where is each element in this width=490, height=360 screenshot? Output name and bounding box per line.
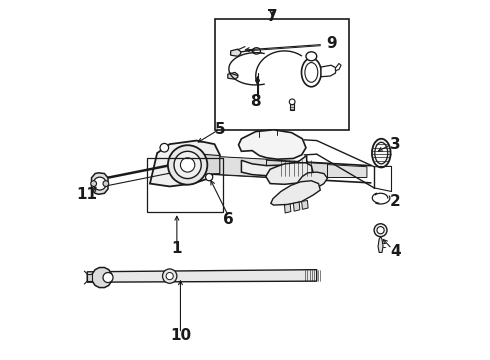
Circle shape	[103, 181, 109, 186]
Polygon shape	[285, 204, 291, 213]
Circle shape	[174, 151, 201, 179]
Polygon shape	[290, 102, 294, 110]
Ellipse shape	[375, 142, 388, 164]
Circle shape	[160, 143, 169, 152]
Circle shape	[103, 273, 113, 283]
Polygon shape	[202, 154, 220, 174]
Circle shape	[205, 174, 213, 181]
Circle shape	[168, 145, 207, 185]
Text: 4: 4	[391, 244, 401, 259]
Polygon shape	[228, 72, 238, 79]
Polygon shape	[302, 201, 308, 210]
Text: 2: 2	[390, 194, 401, 209]
Ellipse shape	[301, 58, 321, 87]
Circle shape	[163, 269, 177, 283]
Ellipse shape	[252, 48, 260, 54]
Polygon shape	[242, 156, 307, 176]
Circle shape	[91, 181, 97, 186]
Polygon shape	[267, 160, 327, 178]
Polygon shape	[150, 140, 220, 186]
Ellipse shape	[305, 63, 318, 82]
Circle shape	[180, 158, 195, 172]
Polygon shape	[327, 165, 367, 177]
Polygon shape	[378, 237, 383, 252]
Polygon shape	[231, 49, 241, 56]
Circle shape	[377, 226, 384, 234]
Polygon shape	[266, 163, 313, 184]
Bar	[215, 19, 349, 130]
Text: 1: 1	[172, 240, 182, 256]
Text: 6: 6	[223, 212, 234, 227]
Text: 8: 8	[250, 94, 261, 109]
Polygon shape	[239, 130, 306, 159]
Circle shape	[374, 224, 387, 237]
Polygon shape	[271, 181, 320, 205]
Bar	[147, 158, 223, 212]
Text: 3: 3	[391, 137, 401, 152]
Circle shape	[93, 177, 106, 190]
Polygon shape	[220, 157, 267, 177]
Polygon shape	[295, 172, 327, 192]
Polygon shape	[294, 202, 300, 211]
Polygon shape	[87, 274, 92, 281]
Polygon shape	[335, 63, 341, 71]
Circle shape	[289, 99, 295, 105]
Ellipse shape	[306, 52, 317, 61]
Ellipse shape	[372, 139, 391, 167]
Text: 10: 10	[170, 328, 191, 343]
Text: 11: 11	[77, 187, 98, 202]
Circle shape	[166, 273, 173, 280]
Polygon shape	[92, 173, 108, 194]
Text: 9: 9	[326, 36, 336, 51]
Text: 5: 5	[215, 122, 225, 137]
Polygon shape	[87, 270, 317, 282]
Polygon shape	[92, 267, 112, 288]
Polygon shape	[321, 65, 337, 77]
Text: 7: 7	[267, 9, 277, 24]
